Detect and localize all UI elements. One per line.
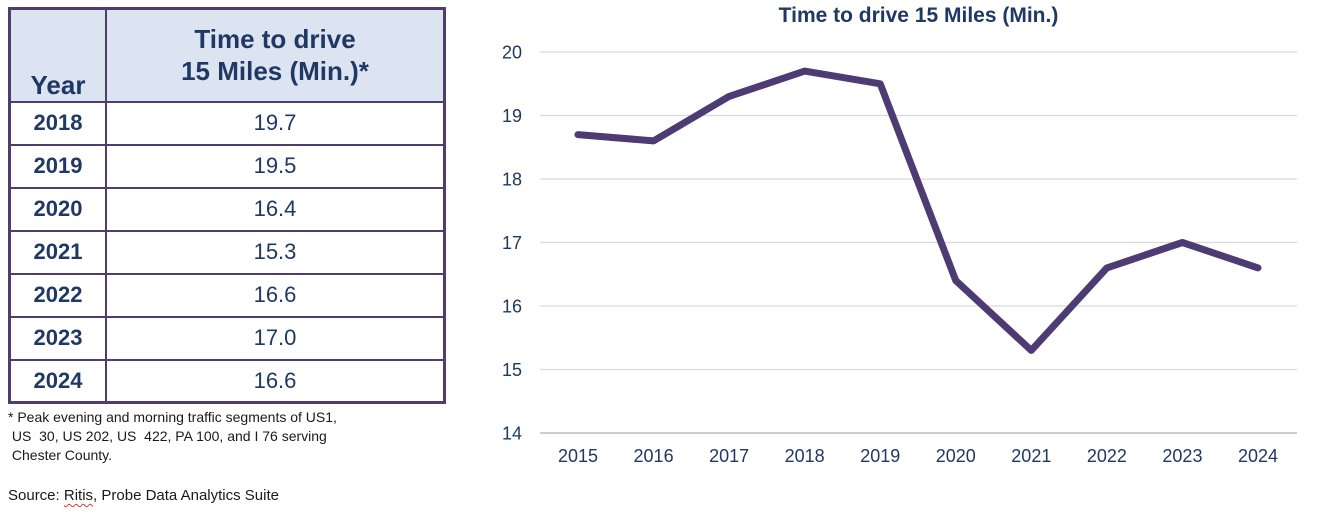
svg-text:2023: 2023 xyxy=(1162,446,1202,466)
year-column-header: Year xyxy=(30,69,86,100)
table-row: 2019 19.5 xyxy=(8,143,446,189)
table-cell-year: 2022 xyxy=(8,272,107,318)
table-cell-year: 2019 xyxy=(8,143,107,189)
table-cell-value: 19.7 xyxy=(105,100,446,146)
svg-text:16: 16 xyxy=(502,297,522,317)
table-header-row: Year Time to drive 15 Miles (Min.)* xyxy=(8,7,446,103)
source-line: Source: Ritis, Probe Data Analytics Suit… xyxy=(8,487,279,504)
travel-time-table: Year Time to drive 15 Miles (Min.)* 2018… xyxy=(8,7,446,404)
footnote: * Peak evening and morning traffic segme… xyxy=(8,409,337,464)
table-row: 2020 16.4 xyxy=(8,186,446,232)
source-word-ritis: Ritis xyxy=(63,487,94,504)
svg-text:19: 19 xyxy=(502,106,522,126)
table-row: 2023 17.0 xyxy=(8,315,446,361)
table-cell-value: 16.6 xyxy=(105,358,446,404)
svg-text:2019: 2019 xyxy=(860,446,900,466)
table-cell-value: 16.4 xyxy=(105,186,446,232)
time-column-header: Time to drive 15 Miles (Min.)* xyxy=(181,23,369,87)
table-cell-value: 17.0 xyxy=(105,315,446,361)
y-axis-labels: 20 19 18 17 16 15 14 xyxy=(502,43,522,444)
gridlines xyxy=(540,51,1297,434)
svg-text:2020: 2020 xyxy=(936,446,976,466)
table-cell-value: 19.5 xyxy=(105,143,446,189)
table-cell-value: 15.3 xyxy=(105,229,446,275)
table-cell-value: 16.6 xyxy=(105,272,446,318)
table-row: 2021 15.3 xyxy=(8,229,446,275)
table: Year Time to drive 15 Miles (Min.)* 2018… xyxy=(8,7,446,404)
chart-title: Time to drive 15 Miles (Min.) xyxy=(778,4,1059,27)
svg-text:17: 17 xyxy=(502,233,522,253)
svg-text:2018: 2018 xyxy=(785,446,825,466)
x-axis-labels: 2015 2016 2017 2018 2019 2020 2021 2022 2023 2024 xyxy=(558,446,1278,466)
table-row: 2022 16.6 xyxy=(8,272,446,318)
svg-text:2017: 2017 xyxy=(709,446,749,466)
table-cell-year: 2021 xyxy=(8,229,107,275)
table-row: 2024 16.6 xyxy=(8,358,446,404)
table-row: 2018 19.7 xyxy=(8,100,446,146)
svg-text:2022: 2022 xyxy=(1087,446,1127,466)
svg-text:2021: 2021 xyxy=(1011,446,1051,466)
svg-text:2024: 2024 xyxy=(1238,446,1278,466)
source-prefix: Source: xyxy=(8,487,64,504)
table-cell-year: 2024 xyxy=(8,358,107,404)
svg-text:20: 20 xyxy=(502,43,522,63)
svg-text:18: 18 xyxy=(502,170,522,190)
svg-text:2015: 2015 xyxy=(558,446,598,466)
svg-text:2016: 2016 xyxy=(634,446,674,466)
source-suffix: , Probe Data Analytics Suite xyxy=(93,487,279,504)
data-line xyxy=(574,67,1262,354)
svg-text:14: 14 xyxy=(502,424,522,444)
svg-text:15: 15 xyxy=(502,360,522,380)
table-cell-year: 2020 xyxy=(8,186,107,232)
table-cell-year: 2023 xyxy=(8,315,107,361)
table-cell-year: 2018 xyxy=(8,100,107,146)
